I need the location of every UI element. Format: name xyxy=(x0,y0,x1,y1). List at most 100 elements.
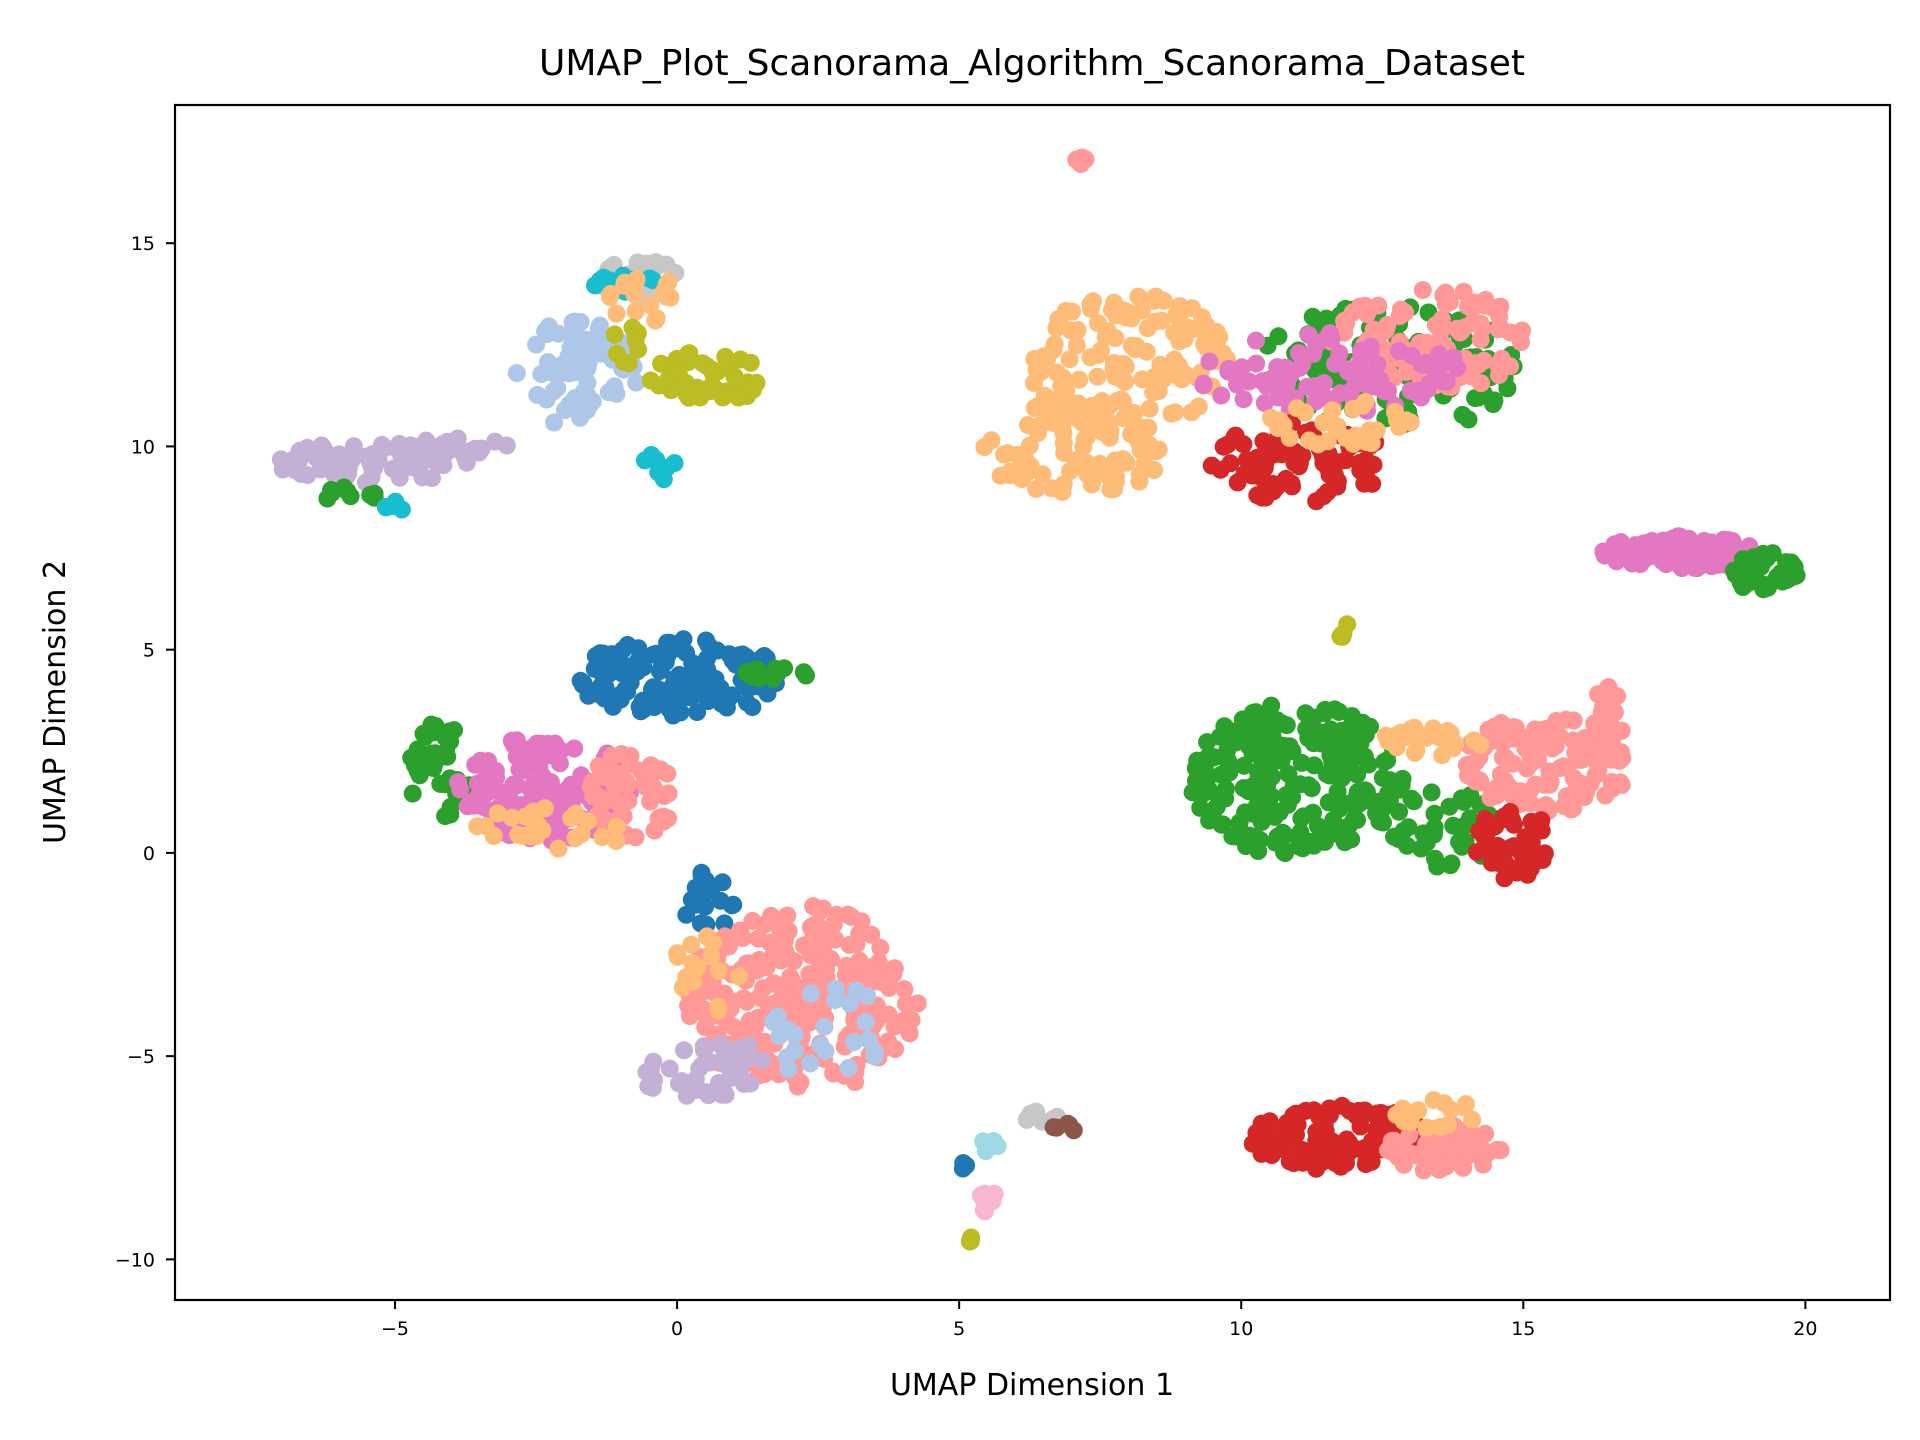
scatter-point xyxy=(1433,746,1452,765)
scatter-point xyxy=(1310,830,1329,849)
scatter-point xyxy=(1516,861,1535,880)
scatter-point xyxy=(1538,735,1557,754)
scatter-point xyxy=(488,804,507,823)
scatter-point xyxy=(1437,372,1456,391)
scatter-point xyxy=(1219,753,1238,772)
scatter-point xyxy=(1288,399,1306,418)
scatter-point xyxy=(985,1185,1004,1204)
scatter-point xyxy=(708,641,727,660)
scatter-point xyxy=(594,268,613,287)
scatter-point xyxy=(539,317,558,336)
scatter-point xyxy=(1053,417,1072,436)
scatter-point xyxy=(694,1037,713,1056)
scatter-point xyxy=(1124,421,1143,440)
scatter-point xyxy=(543,363,562,382)
scatter-point xyxy=(1564,769,1583,787)
scatter-point xyxy=(530,757,549,776)
scatter-point xyxy=(1194,376,1213,395)
scatter-point xyxy=(1364,320,1383,339)
x-tick-label: 20 xyxy=(1793,1318,1817,1340)
scatter-point xyxy=(1533,850,1552,869)
scatter-point xyxy=(815,1017,834,1036)
scatter-point xyxy=(1471,330,1490,349)
scatter-point xyxy=(436,728,455,747)
scatter-point xyxy=(764,669,782,688)
scatter-point xyxy=(801,1054,820,1073)
scatter-point xyxy=(865,1042,884,1061)
scatter-point xyxy=(1027,479,1046,498)
scatter-point xyxy=(1202,456,1221,475)
scatter-point xyxy=(1262,799,1281,818)
scatter-point xyxy=(596,689,615,708)
scatter-point xyxy=(1130,465,1149,484)
scatter-point xyxy=(1320,1099,1339,1118)
scatter-point xyxy=(1438,722,1457,740)
scatter-point xyxy=(1182,403,1201,422)
scatter-point xyxy=(768,1007,787,1026)
scatter-point xyxy=(1226,426,1245,445)
scatter-point xyxy=(507,364,526,383)
scatter-point xyxy=(525,743,544,762)
scatter-point xyxy=(1390,802,1409,821)
scatter-point xyxy=(646,253,665,272)
scatter-point xyxy=(974,1201,993,1220)
scatter-point xyxy=(1398,836,1416,855)
scatter-point xyxy=(1335,1133,1354,1152)
scatter-point xyxy=(1138,319,1157,338)
scatter-point xyxy=(1076,400,1095,419)
scatter-point xyxy=(1504,754,1522,773)
scatter-point xyxy=(1114,301,1132,320)
scatter-point xyxy=(1436,295,1455,314)
scatter-point xyxy=(811,918,829,937)
scatter-point xyxy=(1384,1131,1403,1150)
scatter-point xyxy=(650,662,669,681)
scatter-point xyxy=(479,774,498,793)
scatter-point xyxy=(605,377,624,396)
scatter-point xyxy=(1033,396,1052,415)
scatter-point xyxy=(801,984,820,1003)
scatter-point xyxy=(961,1232,980,1251)
scatter-point xyxy=(449,773,468,792)
scatter-point xyxy=(441,798,460,816)
scatter-point xyxy=(1282,474,1301,493)
scatter-point xyxy=(743,380,762,399)
scatter-point xyxy=(1431,322,1450,341)
scatter-point xyxy=(1455,318,1474,337)
scatter-point xyxy=(783,971,802,990)
scatter-point xyxy=(1324,755,1342,774)
y-tick-label: 0 xyxy=(143,843,155,865)
scatter-point xyxy=(611,685,630,704)
scatter-point xyxy=(465,796,484,815)
scatter-point xyxy=(709,1074,728,1092)
scatter-point xyxy=(1672,530,1691,549)
scatter-point xyxy=(408,740,427,759)
scatter-point xyxy=(755,647,774,665)
scatter-point xyxy=(1304,344,1323,363)
y-tick-label: −5 xyxy=(127,1046,155,1068)
scatter-point xyxy=(895,980,914,999)
scatter-point xyxy=(1576,744,1595,763)
scatter-point xyxy=(626,302,645,321)
scatter-point xyxy=(405,437,424,456)
scatter-point xyxy=(1422,783,1441,802)
scatter-point xyxy=(1055,377,1074,396)
scatter-point xyxy=(1234,390,1253,409)
scatter-point xyxy=(1653,541,1672,560)
scatter-point xyxy=(372,435,391,454)
scatter-point xyxy=(1255,471,1274,490)
scatter-point xyxy=(1471,314,1490,333)
scatter-point xyxy=(1260,1112,1279,1131)
scatter-point xyxy=(1091,341,1110,360)
scatter-point xyxy=(1495,869,1514,888)
scatter-point xyxy=(709,961,728,980)
scatter-point xyxy=(1586,766,1605,785)
scatter-point xyxy=(1459,410,1478,429)
scatter-point xyxy=(975,438,994,456)
scatter-point xyxy=(1030,417,1049,436)
scatter-point xyxy=(625,285,644,304)
scatter-point xyxy=(361,486,380,504)
scatter-point xyxy=(1212,386,1231,405)
scatter-point xyxy=(1081,295,1100,314)
scatter-point xyxy=(772,927,791,946)
scatter-point xyxy=(694,1000,713,1018)
